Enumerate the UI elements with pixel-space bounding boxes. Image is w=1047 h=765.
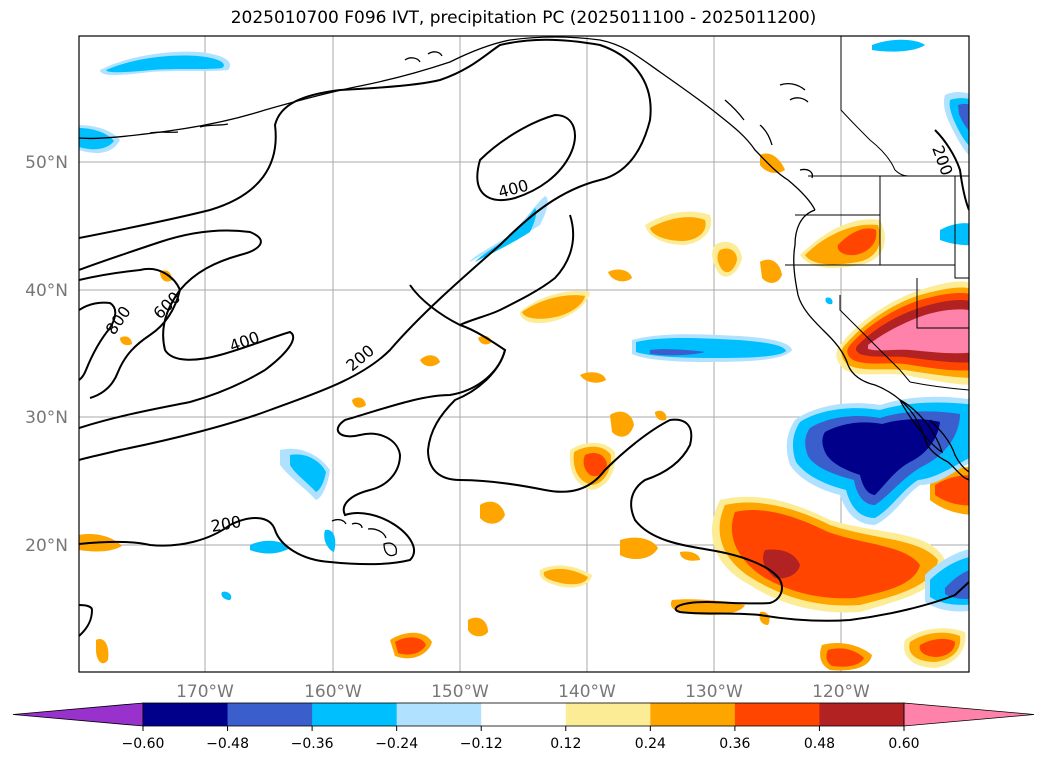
precip-negative-shading	[79, 39, 969, 612]
colorbar-tick-label: 0.36	[719, 736, 750, 752]
colorbar-segment	[819, 703, 905, 726]
lon-label-160w: 160°W	[304, 682, 362, 702]
colorbar-segment	[481, 703, 567, 726]
ivt-contours	[79, 38, 969, 637]
colorbar-segment	[312, 703, 398, 726]
colorbar-frame	[142, 702, 905, 727]
colorbar-tick-label: −0.24	[375, 736, 418, 752]
colorbar: −0.60 −0.48 −0.36 −0.24 −0.12 0.12 0.24 0.36 0.4…	[12, 702, 1035, 752]
coastlines	[79, 36, 969, 557]
lon-label-140w: 140°W	[558, 682, 616, 702]
colorbar-segment	[396, 703, 482, 726]
lon-label-120w: 120°W	[812, 682, 870, 702]
borders	[785, 36, 969, 391]
colorbar-tick-label: −0.12	[460, 736, 503, 752]
map-frame	[78, 35, 970, 673]
colorbar-segment	[143, 703, 229, 726]
colorbar-tick-label: −0.36	[291, 736, 334, 752]
colorbar-segment	[650, 703, 736, 726]
lat-label-40n: 40°N	[25, 281, 68, 301]
lon-label-130w: 130°W	[685, 682, 743, 702]
precip-positive-shading	[79, 153, 969, 671]
lat-label-30n: 30°N	[25, 408, 68, 428]
colorbar-tick-label: −0.48	[206, 736, 249, 752]
colorbar-segment	[734, 703, 820, 726]
colorbar-extend-high	[903, 702, 1035, 727]
colorbar-tick-label: 0.12	[550, 736, 581, 752]
lon-label-170w: 170°W	[176, 682, 234, 702]
lon-label-150w: 150°W	[431, 682, 489, 702]
colorbar-extend-low	[12, 702, 144, 727]
colorbar-segment	[565, 703, 651, 726]
latitude-labels: 50°N 40°N 30°N 20°N	[25, 153, 68, 556]
colorbar-tick-label: 0.48	[804, 736, 835, 752]
lat-label-50n: 50°N	[25, 153, 68, 173]
colorbar-tick-label: 0.24	[635, 736, 666, 752]
colorbar-tick-label: 0.60	[888, 736, 919, 752]
map-title: 2025010700 F096 IVT, precipitation PC (2…	[230, 8, 817, 28]
longitude-labels: 170°W 160°W 150°W 140°W 130°W 120°W	[176, 682, 870, 702]
colorbar-tick-label: −0.60	[122, 736, 165, 752]
colorbar-segment	[227, 703, 313, 726]
lat-label-20n: 20°N	[25, 536, 68, 556]
